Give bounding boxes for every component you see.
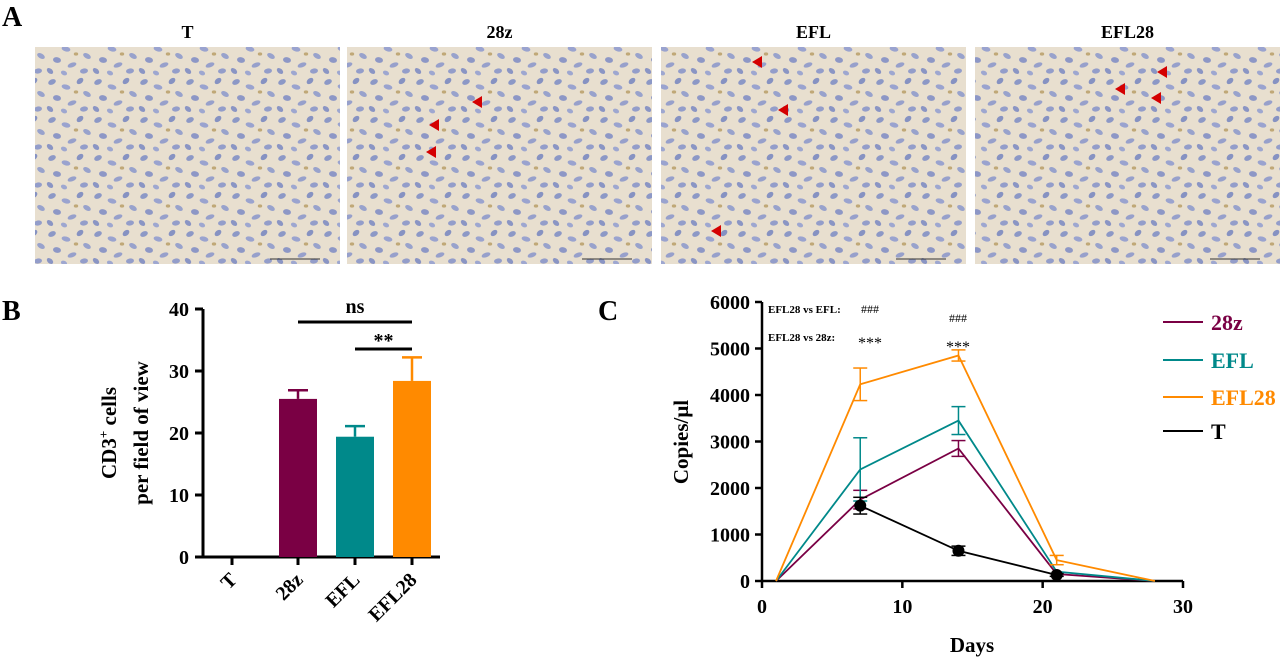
line-ytick-label-4: 4000 xyxy=(710,385,750,407)
panel-b-letter: B xyxy=(2,296,21,327)
red-arrow-icon-2-0 xyxy=(752,56,762,68)
red-arrow-icon-2-1 xyxy=(778,104,788,116)
line-chart-xlabel: Days xyxy=(950,633,994,657)
line-ytick-label-0: 0 xyxy=(740,571,750,593)
red-arrow-icon-3-1 xyxy=(1115,83,1125,95)
red-arrow-icon-3-2 xyxy=(1151,92,1161,104)
bar-EFL xyxy=(336,436,374,557)
significance-label-0: ns xyxy=(346,296,365,318)
micrograph-image-3 xyxy=(975,47,1280,264)
line-xtick-label-1: 10 xyxy=(892,596,912,618)
annotation-row1-label: EFL28 vs EFL: xyxy=(768,304,841,316)
bar-chart-ylabel-line1: CD3+ cells xyxy=(96,387,121,479)
line-ytick-label-1: 1000 xyxy=(710,525,750,547)
line-xtick-label-2: 20 xyxy=(1033,596,1053,618)
micrograph-image-1 xyxy=(347,47,652,264)
micrograph-row: T 28z EFL EFL28 xyxy=(35,22,1280,264)
bar-chart-ylabel-line2: per field of view xyxy=(129,360,153,505)
micrograph-label-3: EFL28 xyxy=(1101,22,1154,42)
series-line-28z xyxy=(775,447,1155,582)
red-arrow-icon-1-0 xyxy=(472,96,482,108)
bar-ytick-label-2: 20 xyxy=(169,423,189,445)
panel-c-letter: C xyxy=(598,296,618,327)
annotation-row2-day7: *** xyxy=(858,335,882,352)
bar-EFL28 xyxy=(393,380,431,557)
bar-category-label-1: 28z xyxy=(272,569,308,605)
legend-label-T: T xyxy=(1211,419,1226,444)
bar-ytick-label-4: 40 xyxy=(169,299,189,321)
micrograph-image-0 xyxy=(35,47,340,264)
bar-ytick-label-3: 30 xyxy=(169,361,189,383)
legend-label-EFL28: EFL28 xyxy=(1211,385,1276,410)
line-chart: 0 1000 2000 3000 4000 5000 6000 0 10 20 30 28z EFL EF… xyxy=(710,292,1276,618)
bar-chart-ylabel: CD3+ cells per field of view xyxy=(96,360,153,505)
legend-label-28z: 28z xyxy=(1211,310,1243,335)
series-line-EFL xyxy=(775,419,1156,582)
bar-ytick-label-0: 0 xyxy=(179,547,189,569)
point-T-0 xyxy=(854,499,867,512)
bar-chart: 0 10 20 30 40 T 28z EFL EFL28 ns ** xyxy=(169,296,440,626)
bar-ytick-label-1: 10 xyxy=(169,485,189,507)
point-T-2 xyxy=(1050,568,1063,581)
bar-category-label-0: T xyxy=(217,569,242,594)
line-ytick-label-3: 3000 xyxy=(710,432,750,454)
bar-28z xyxy=(279,398,317,557)
micrograph-label-2: EFL xyxy=(796,22,831,42)
line-ytick-label-2: 2000 xyxy=(710,478,750,500)
annotation-row1-day7: ### xyxy=(861,302,879,316)
red-arrow-icon-2-2 xyxy=(711,225,721,237)
point-T-1 xyxy=(952,544,965,557)
red-arrow-icon-1-2 xyxy=(426,146,436,158)
line-xtick-label-0: 0 xyxy=(757,596,767,618)
annotation-row2-label: EFL28 vs 28z: xyxy=(768,332,835,344)
micrograph-image-2 xyxy=(661,47,966,264)
micrograph-label-0: T xyxy=(181,22,193,42)
series-line-EFL28 xyxy=(775,354,1156,582)
line-ytick-label-5: 5000 xyxy=(710,339,750,361)
significance-label-1: ** xyxy=(374,330,394,352)
annotation-row2-day14: *** xyxy=(946,339,970,356)
micrograph-label-1: 28z xyxy=(487,22,513,42)
series-line-T xyxy=(859,504,1057,576)
line-xtick-label-3: 30 xyxy=(1173,596,1193,618)
red-arrow-icon-3-0 xyxy=(1157,66,1167,78)
line-chart-ylabel: Copies/μl xyxy=(669,400,693,484)
bar-category-label-3: EFL28 xyxy=(364,569,421,626)
legend-label-EFL: EFL xyxy=(1211,348,1254,373)
red-arrow-icon-1-1 xyxy=(429,119,439,131)
line-ytick-label-6: 6000 xyxy=(710,292,750,314)
annotation-row1-day14: ### xyxy=(949,311,967,325)
panel-a-letter: A xyxy=(2,2,23,33)
bar-category-label-2: EFL xyxy=(321,569,364,612)
